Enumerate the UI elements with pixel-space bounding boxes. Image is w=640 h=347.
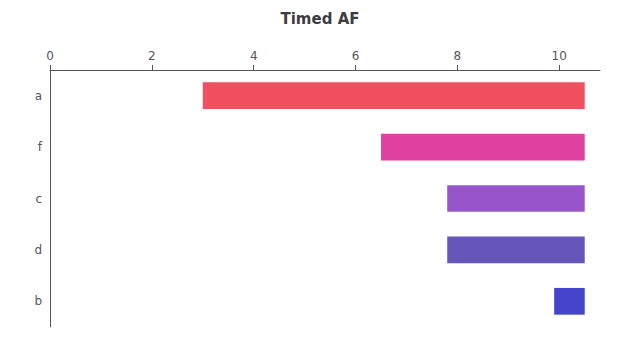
svg-text:b: b (34, 294, 42, 308)
svg-text:2: 2 (148, 49, 156, 63)
svg-text:10: 10 (552, 49, 567, 63)
svg-text:d: d (34, 243, 42, 257)
svg-text:0: 0 (46, 49, 54, 63)
svg-text:c: c (35, 192, 42, 206)
svg-text:a: a (35, 89, 42, 103)
svg-text:8: 8 (454, 49, 462, 63)
svg-text:f: f (38, 140, 43, 154)
svg-text:Timed AF: Timed AF (281, 10, 360, 28)
svg-text:6: 6 (352, 49, 360, 63)
svg-text:4: 4 (250, 49, 258, 63)
